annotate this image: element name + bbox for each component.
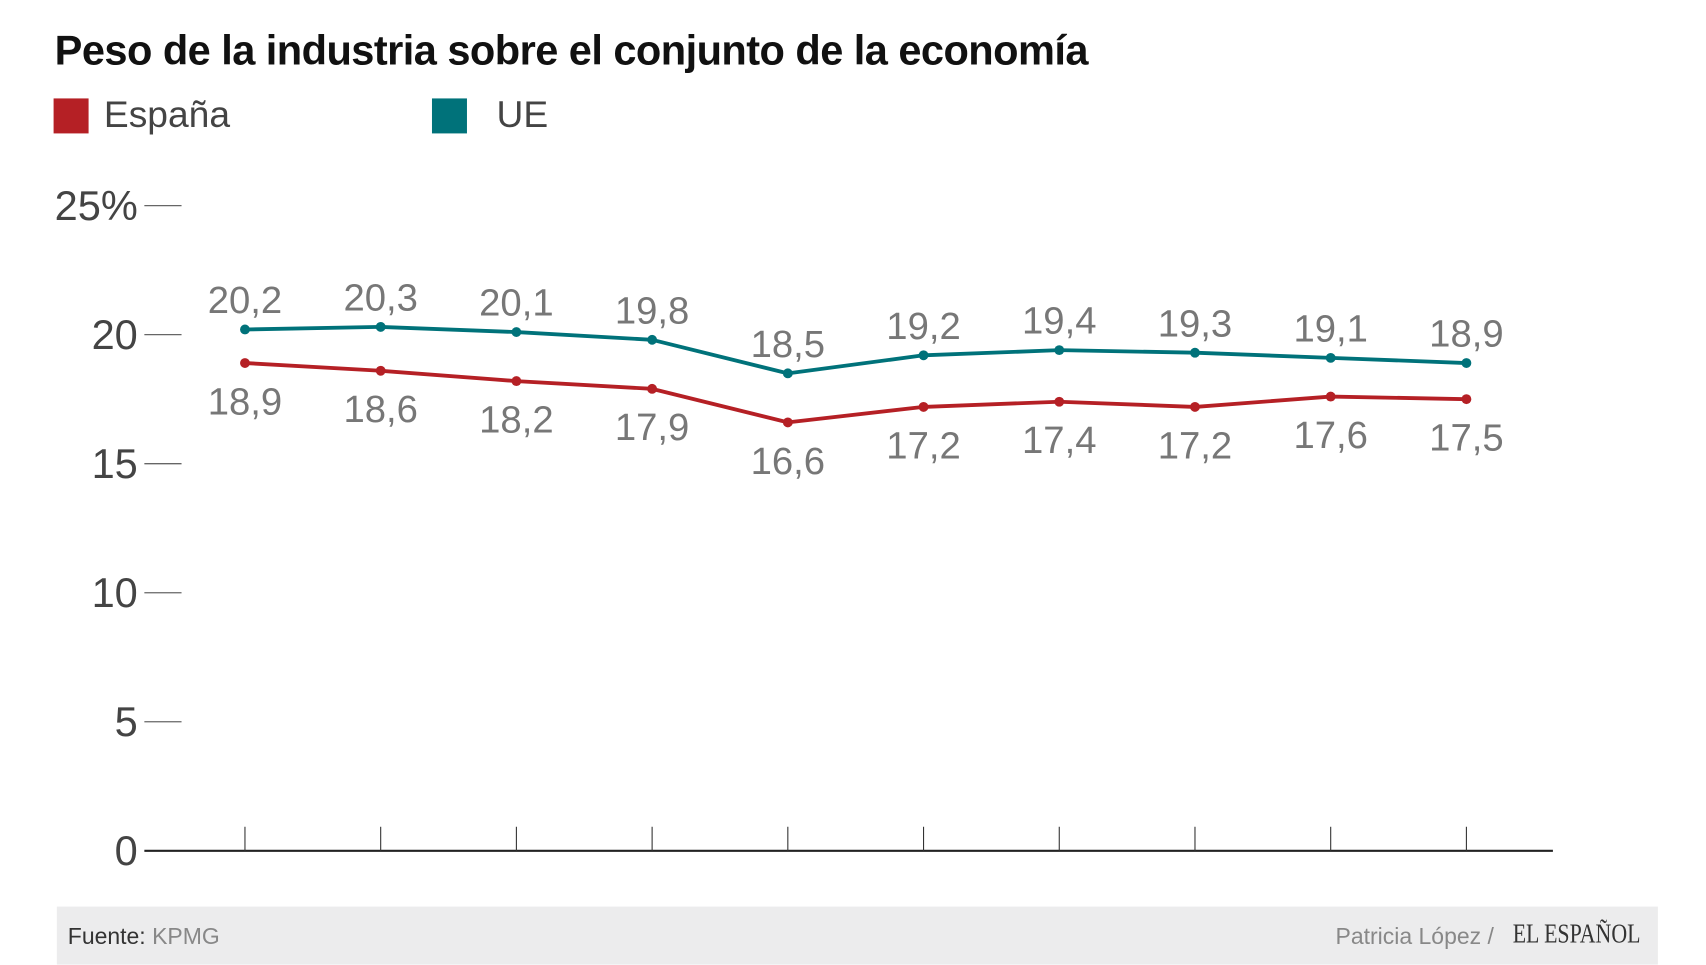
y-tick-label: 5	[115, 698, 138, 745]
data-label: 18,5	[751, 323, 825, 366]
data-point	[1325, 352, 1336, 363]
y-tick-label: 10	[92, 569, 138, 616]
y-tick-label: 25%	[55, 182, 138, 229]
data-label: 18,9	[1429, 313, 1503, 356]
data-label: 17,9	[615, 406, 689, 449]
data-label: 17,2	[886, 424, 960, 467]
footer: Fuente: KPMG Patricia López / EL ESPAÑOL	[56, 906, 1658, 965]
credit: Patricia López /	[1335, 924, 1494, 950]
data-label: 17,2	[1158, 424, 1232, 467]
y-tick-label: 15	[92, 440, 138, 487]
data-label: 19,8	[615, 289, 689, 332]
data-point	[647, 334, 658, 345]
legend-item-espana: España	[53, 94, 231, 137]
data-label: 16,6	[751, 440, 825, 483]
data-label: 19,1	[1293, 307, 1367, 350]
data-point	[918, 350, 929, 361]
data-label: 19,3	[1158, 302, 1232, 345]
legend-item-ue: UE	[431, 94, 549, 137]
data-label: 20,1	[479, 282, 553, 325]
legend-swatch-ue	[431, 97, 467, 133]
legend-label-ue: UE	[496, 94, 549, 136]
y-tick-label: 20	[92, 311, 138, 358]
data-point	[1054, 345, 1065, 356]
data-point	[1054, 396, 1065, 407]
data-point	[1461, 358, 1472, 368]
data-point	[240, 358, 250, 368]
data-label: 20,2	[208, 279, 282, 322]
data-point	[918, 401, 929, 412]
plot-area: 0 5 10 15 20 25% 18,9 18,6 18,2 17,9 16,6 17,2 17,4 1…	[55, 182, 1553, 874]
data-label: 18,6	[343, 388, 417, 431]
data-point	[511, 376, 522, 387]
data-point	[375, 321, 386, 332]
data-label: 20,3	[343, 276, 417, 319]
data-point	[1461, 394, 1472, 405]
y-tick-label: 0	[115, 827, 138, 874]
data-point	[782, 368, 793, 379]
data-point	[1190, 347, 1200, 358]
legend-swatch-espana	[53, 97, 89, 133]
data-label: 17,6	[1293, 414, 1367, 457]
data-label: 17,5	[1429, 417, 1503, 460]
legend-label-espana: España	[103, 94, 231, 136]
data-label: 17,4	[1022, 419, 1096, 462]
series-line-españa	[244, 361, 1467, 425]
source-value: KPMG	[152, 924, 220, 950]
data-point	[1325, 391, 1336, 402]
data-point	[1190, 401, 1200, 412]
data-label: 18,9	[208, 380, 282, 423]
data-label: 19,2	[886, 305, 960, 348]
source-label: Fuente:	[67, 924, 146, 950]
chart-title: Peso de la industria sobre el conjunto d…	[54, 28, 1089, 75]
series-line-ue	[244, 324, 1467, 376]
data-label: 19,4	[1022, 300, 1096, 343]
data-point	[375, 365, 386, 376]
data-point	[647, 383, 658, 394]
source: Fuente: KPMG	[68, 924, 220, 950]
data-point	[240, 324, 250, 335]
data-point	[782, 417, 793, 428]
data-point	[511, 327, 522, 337]
data-label: 18,2	[479, 398, 553, 441]
el-espanol-logo: EL ESPAÑOL	[1512, 919, 1641, 950]
